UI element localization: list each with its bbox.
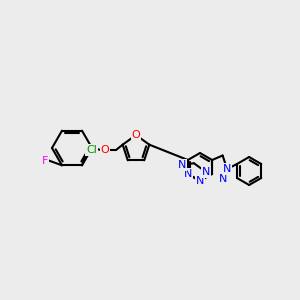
Text: N: N <box>223 164 231 174</box>
Text: N: N <box>202 167 210 177</box>
Text: N: N <box>178 160 186 170</box>
Text: Cl: Cl <box>86 145 97 155</box>
Text: N: N <box>218 173 227 184</box>
Text: N: N <box>196 176 204 186</box>
Text: O: O <box>100 145 109 155</box>
Text: F: F <box>42 155 48 166</box>
Text: O: O <box>132 130 140 140</box>
Text: N: N <box>184 169 192 179</box>
